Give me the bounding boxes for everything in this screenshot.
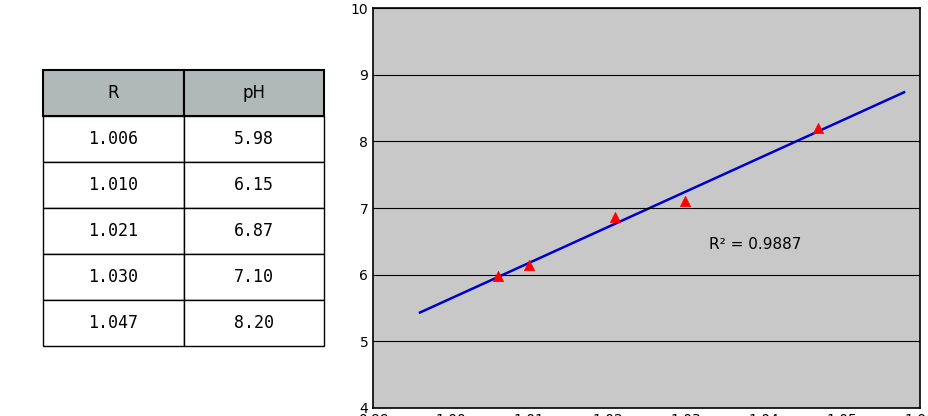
Text: 1.021: 1.021 (88, 222, 138, 240)
Bar (44, 208, 184, 254)
Text: pH: pH (242, 84, 264, 102)
Text: R² = 0.9887: R² = 0.9887 (708, 237, 800, 252)
Text: 5.98: 5.98 (233, 130, 273, 148)
Bar (184, 70, 323, 116)
Point (810, 125, 825, 131)
Point (677, 198, 692, 205)
Text: 6.87: 6.87 (233, 222, 273, 240)
Text: 6.15: 6.15 (233, 176, 273, 194)
Text: 1.006: 1.006 (88, 130, 138, 148)
Bar (184, 116, 323, 162)
Bar (44, 70, 184, 116)
Text: 1.010: 1.010 (88, 176, 138, 194)
Text: 8.20: 8.20 (233, 314, 273, 332)
Text: 1.047: 1.047 (88, 314, 138, 332)
Bar (184, 162, 323, 208)
Point (522, 261, 536, 268)
Text: R: R (108, 84, 119, 102)
Bar (184, 208, 323, 254)
Text: 1.030: 1.030 (88, 268, 138, 286)
Bar (44, 162, 184, 208)
Bar (44, 116, 184, 162)
Bar (44, 254, 184, 300)
Text: 7.10: 7.10 (233, 268, 273, 286)
Bar (44, 300, 184, 346)
Point (490, 272, 505, 279)
Point (607, 213, 622, 220)
Bar (184, 254, 323, 300)
Bar (184, 300, 323, 346)
